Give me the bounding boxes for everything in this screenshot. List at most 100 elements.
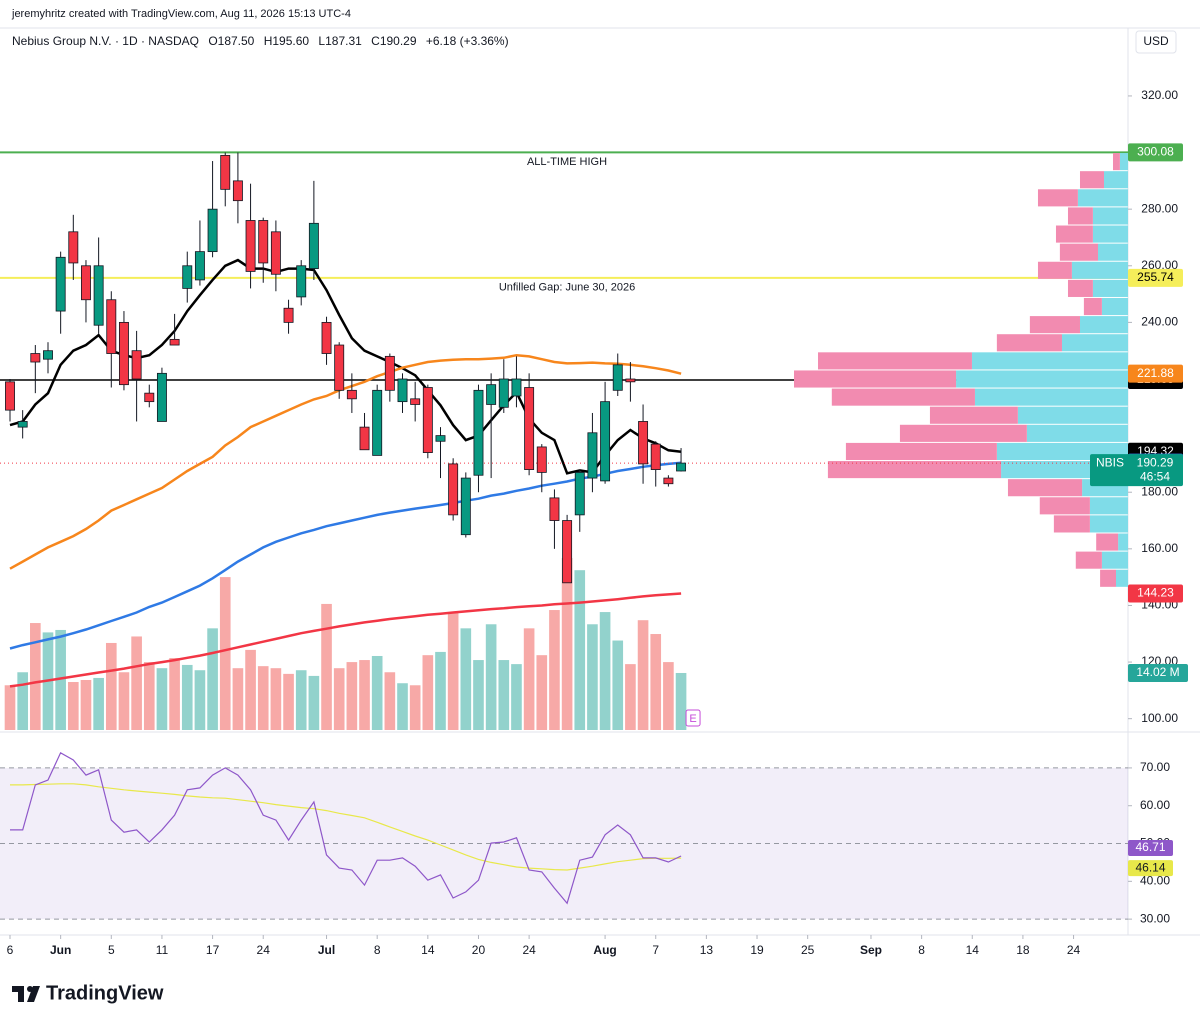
x-tick-label: Jul	[318, 943, 335, 957]
profile-down	[1079, 171, 1104, 189]
candle-body	[207, 208, 218, 253]
candle-body	[587, 432, 598, 479]
logo-icon	[12, 986, 40, 1002]
legend: Nebius Group N.V. · 1D · NASDAQ O187.50 …	[12, 34, 509, 48]
rsi-tick-label: 70.00	[1140, 760, 1170, 774]
volume-bar	[473, 660, 484, 730]
volume-bar	[371, 655, 383, 730]
volume-bar	[574, 570, 586, 730]
profile-up	[1077, 189, 1128, 207]
symbol: Nebius Group N.V. · 1D · NASDAQ	[12, 34, 199, 48]
profile-down	[1096, 533, 1119, 551]
credit: jeremyhritz created with TradingView.com…	[11, 8, 351, 20]
profile-up	[1092, 279, 1128, 297]
candle-body	[93, 265, 104, 326]
candle-body	[435, 435, 446, 442]
profile-down	[1007, 479, 1083, 497]
volume-bar	[561, 557, 573, 730]
volume-bar	[245, 649, 256, 730]
moving-average	[9, 461, 682, 650]
candle-body	[5, 381, 15, 411]
profile-up	[1061, 334, 1128, 352]
rsi-ma-line	[10, 783, 682, 871]
profile-up	[1089, 515, 1128, 533]
candle-body	[448, 463, 459, 516]
event-box	[685, 709, 701, 727]
volume-bar	[663, 662, 674, 730]
ma-badge: 221.88	[1137, 366, 1174, 380]
volume-bar	[650, 634, 662, 730]
profile-up	[1097, 243, 1128, 261]
profile-down	[1059, 243, 1098, 261]
level-badge-bg	[1128, 143, 1183, 162]
volume-bar	[219, 577, 231, 730]
ticker: NBIS	[1096, 455, 1124, 469]
profile-up	[1092, 225, 1128, 243]
volume-bar	[181, 664, 193, 730]
candle-body	[321, 321, 332, 354]
x-tick-label: 8	[374, 943, 381, 957]
candle-body	[536, 446, 547, 473]
profile-up	[1092, 207, 1128, 225]
candle-body	[118, 321, 129, 386]
level-label: Unfilled Gap: June 30, 2026	[499, 282, 635, 294]
close-label: C190.29	[371, 34, 417, 48]
volume-bar	[549, 610, 560, 730]
brand: TradingView	[46, 982, 164, 1004]
volume-bar	[485, 624, 497, 730]
volume-bar	[409, 685, 421, 730]
plot: 320.00280.00260.00240.00180.00160.00140.…	[0, 88, 1188, 957]
y-tick-label: 280.00	[1141, 201, 1178, 215]
ma-badge-bg	[1128, 364, 1183, 383]
profile-up	[1115, 569, 1128, 587]
moving-average	[9, 353, 682, 570]
x-tick-label: 20	[472, 943, 486, 957]
logo-dot	[27, 986, 33, 992]
volume-bar	[599, 612, 611, 730]
candle-body	[346, 389, 357, 400]
candle-body	[156, 372, 167, 422]
volume-bar	[156, 668, 168, 730]
x-tick-label: Aug	[593, 943, 616, 957]
volume-bar	[257, 666, 269, 730]
x-tick-label: 5	[108, 943, 115, 957]
volume-bar	[105, 642, 117, 730]
x-tick-label: 11	[156, 943, 169, 957]
logo: TradingView	[12, 982, 164, 1004]
profile-down	[794, 370, 957, 388]
high-label: H195.60	[264, 34, 310, 48]
x-tick-label: 6	[7, 943, 14, 957]
profile-up	[1101, 551, 1128, 569]
ma-badge: 144.23	[1137, 586, 1174, 600]
profile-up	[1017, 406, 1128, 424]
volume-bar	[93, 677, 104, 730]
candle-body	[676, 462, 687, 472]
profile-down	[996, 334, 1062, 352]
rsi-tick-label: 30.00	[1140, 911, 1170, 925]
level-badge: 300.08	[1137, 144, 1174, 158]
volume-bar	[447, 612, 459, 730]
volume-bar	[194, 670, 206, 730]
currency-box[interactable]	[1135, 30, 1177, 54]
candle-body	[182, 265, 193, 289]
candle-body	[106, 299, 117, 354]
volume-bar	[397, 683, 408, 730]
volume-bar	[295, 670, 307, 730]
candle-body	[397, 378, 408, 403]
level-badge: 255.74	[1137, 270, 1174, 284]
profile-down	[827, 461, 1002, 479]
profile-down	[1067, 207, 1093, 225]
rsi-ma-badge: 46.14	[1135, 860, 1165, 874]
volume-bar	[17, 672, 28, 730]
y-tick-label: 240.00	[1141, 315, 1178, 329]
y-tick-label: 180.00	[1141, 484, 1178, 498]
level-label: ALL-TIME HIGH	[527, 156, 607, 168]
candle-body	[17, 421, 28, 428]
profile-down	[1039, 497, 1090, 515]
candle-body	[498, 378, 509, 408]
low-label: L187.31	[318, 34, 362, 48]
candle-body	[334, 344, 345, 391]
